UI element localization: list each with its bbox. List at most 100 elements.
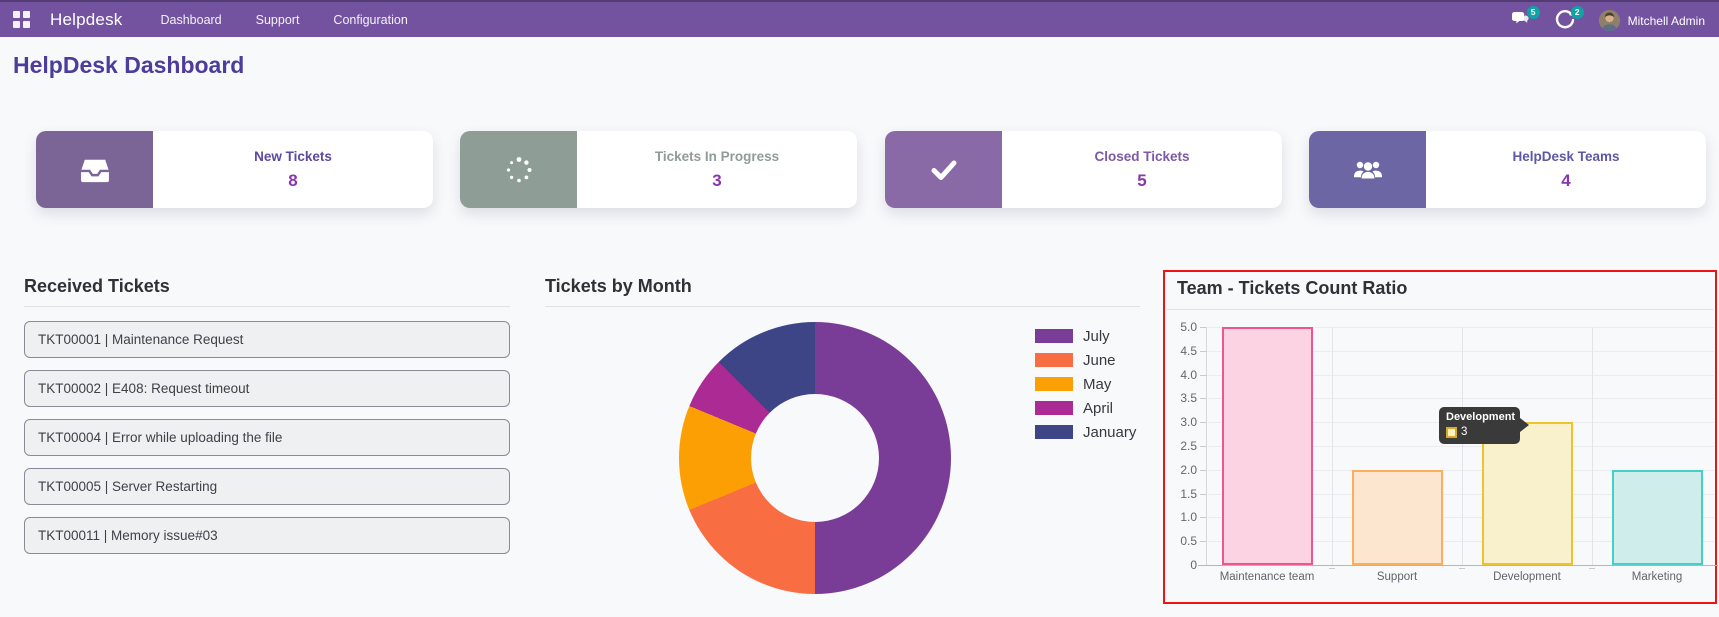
axis-tick	[1200, 422, 1206, 424]
kpi-card-tickets-in-progress[interactable]: Tickets In Progress 3	[460, 131, 857, 208]
activities-badge: 2	[1570, 5, 1584, 19]
kpi-label: Tickets In Progress	[654, 148, 780, 164]
gridline	[1332, 327, 1333, 565]
kpi-label: Closed Tickets	[1094, 148, 1190, 164]
tooltip-row: 3	[1446, 426, 1513, 438]
avatar	[1598, 10, 1620, 31]
legend-swatch	[1035, 401, 1073, 415]
x-category-label: Development	[1493, 571, 1561, 583]
donut-legend: July June May April January	[1035, 327, 1137, 449]
kpi-card-closed-tickets[interactable]: Closed Tickets 5	[885, 131, 1282, 208]
ticket-item[interactable]: TKT00001 | Maintenance Request	[24, 321, 510, 358]
navbar-right: 5 2 Mitchell Admin	[1511, 2, 1705, 39]
x-category-label: Marketing	[1631, 571, 1683, 583]
users-icon	[1353, 161, 1382, 178]
gridline	[1462, 327, 1463, 565]
legend-label: January	[1083, 423, 1137, 441]
menu-item-dashboard[interactable]: Dashboard	[160, 12, 222, 27]
ticket-item[interactable]: TKT00005 | Server Restarting	[24, 468, 510, 505]
bar-development[interactable]	[1481, 422, 1573, 565]
ticket-item[interactable]: TKT00002 | E408: Request timeout	[24, 370, 510, 407]
legend-swatch	[1035, 353, 1073, 367]
tooltip-title: Development	[1446, 411, 1516, 423]
legend-swatch	[1035, 377, 1073, 391]
messages-button[interactable]: 5	[1511, 5, 1540, 32]
activities-button[interactable]: 2	[1555, 5, 1584, 32]
y-axis-line	[1206, 327, 1207, 565]
legend-item[interactable]: June	[1035, 352, 1136, 369]
ticket-item[interactable]: TKT00004 | Error while uploading the fil…	[24, 419, 510, 456]
y-tick-label: 2.5	[1180, 439, 1197, 453]
inbox-icon	[80, 159, 109, 182]
legend-item[interactable]: April	[1035, 400, 1136, 417]
kpi-value: 5	[1137, 170, 1147, 190]
team-tickets-chart-card[interactable]: Team - Tickets Count Ratio 0 0.5 1.0 1.5 2.0…	[1163, 270, 1718, 604]
bar-marketing[interactable]	[1611, 469, 1703, 565]
tickets-by-month-title: Tickets by Month	[545, 276, 692, 296]
axis-tick	[1200, 493, 1206, 495]
gridline	[1202, 327, 1714, 328]
bar-support[interactable]	[1351, 469, 1443, 565]
kpi-icon-block	[1309, 131, 1426, 208]
gridline	[1202, 446, 1714, 447]
axis-tick	[1200, 469, 1206, 471]
kpi-icon-block	[36, 131, 153, 208]
x-axis-line	[1198, 565, 1718, 566]
ticket-item[interactable]: TKT00011 | Memory issue#03	[24, 517, 510, 554]
y-tick-label: 3.5	[1180, 391, 1197, 406]
y-tick-label: 2.0	[1180, 462, 1197, 477]
y-tick-label: 0.5	[1180, 534, 1197, 549]
donut-chart[interactable]	[679, 322, 951, 594]
tooltip-value: 3	[1461, 426, 1468, 438]
user-name: Mitchell Admin	[1627, 13, 1705, 28]
gridline	[1202, 398, 1714, 400]
bar-plot-area: 0 0.5 1.0 1.5 2.0 2.5 3.0 3.5 4.0 4.5 5.0 Maintenan…	[1165, 272, 1718, 602]
legend-item[interactable]: January	[1035, 423, 1137, 441]
legend-item[interactable]: May	[1035, 376, 1136, 393]
legend-swatch	[1035, 425, 1073, 439]
y-tick-label: 1.5	[1180, 486, 1197, 501]
kpi-icon-block	[460, 131, 577, 208]
gridline	[1202, 350, 1714, 352]
bar-maintenance-team[interactable]	[1221, 327, 1313, 565]
kpi-label: New Tickets	[254, 148, 332, 164]
top-navbar: Helpdesk Dashboard Support Configuration…	[0, 0, 1719, 37]
kpi-value: 4	[1561, 170, 1571, 190]
axis-tick	[1200, 350, 1206, 352]
main-menu: Dashboard Support Configuration	[160, 13, 407, 27]
legend-label: July	[1083, 327, 1110, 345]
y-tick-label: 4.0	[1180, 367, 1197, 382]
kpi-card-new-tickets[interactable]: New Tickets 8	[36, 131, 433, 208]
gridline	[1202, 517, 1714, 519]
apps-grid-icon[interactable]	[13, 11, 30, 28]
kpi-value: 8	[288, 170, 298, 190]
axis-tick	[1200, 517, 1206, 519]
kpi-body: Closed Tickets 5	[1002, 131, 1282, 208]
menu-item-configuration[interactable]: Configuration	[333, 12, 408, 27]
kpi-body: HelpDesk Teams 4	[1426, 131, 1706, 208]
y-tick-label: 0	[1190, 558, 1197, 572]
team-tickets-title: Team - Tickets Count Ratio	[1177, 278, 1408, 298]
gridline	[1202, 493, 1714, 495]
gridline	[1202, 541, 1714, 543]
y-tick-label: 3.0	[1180, 415, 1197, 430]
section-divider	[545, 306, 1140, 307]
user-menu[interactable]: Mitchell Admin	[1598, 10, 1705, 31]
axis-tick	[1200, 541, 1206, 543]
kpi-card-helpdesk-teams[interactable]: HelpDesk Teams 4	[1309, 131, 1706, 208]
y-tick-label: 1.0	[1180, 510, 1197, 525]
received-tickets-title: Received Tickets	[24, 276, 170, 296]
x-category-label: Support	[1376, 571, 1418, 583]
menu-item-support[interactable]: Support	[255, 12, 300, 27]
app-brand[interactable]: Helpdesk	[50, 9, 123, 29]
section-divider	[24, 306, 510, 307]
chart-tooltip: Development 3	[1439, 407, 1520, 444]
axis-tick	[1200, 446, 1206, 447]
gridline	[1202, 469, 1714, 471]
y-tick-label: 4.5	[1180, 343, 1197, 358]
legend-item[interactable]: July	[1035, 327, 1136, 345]
chat-bubbles-icon	[1511, 11, 1529, 23]
legend-swatch	[1035, 329, 1073, 343]
kpi-icon-block	[885, 131, 1002, 208]
